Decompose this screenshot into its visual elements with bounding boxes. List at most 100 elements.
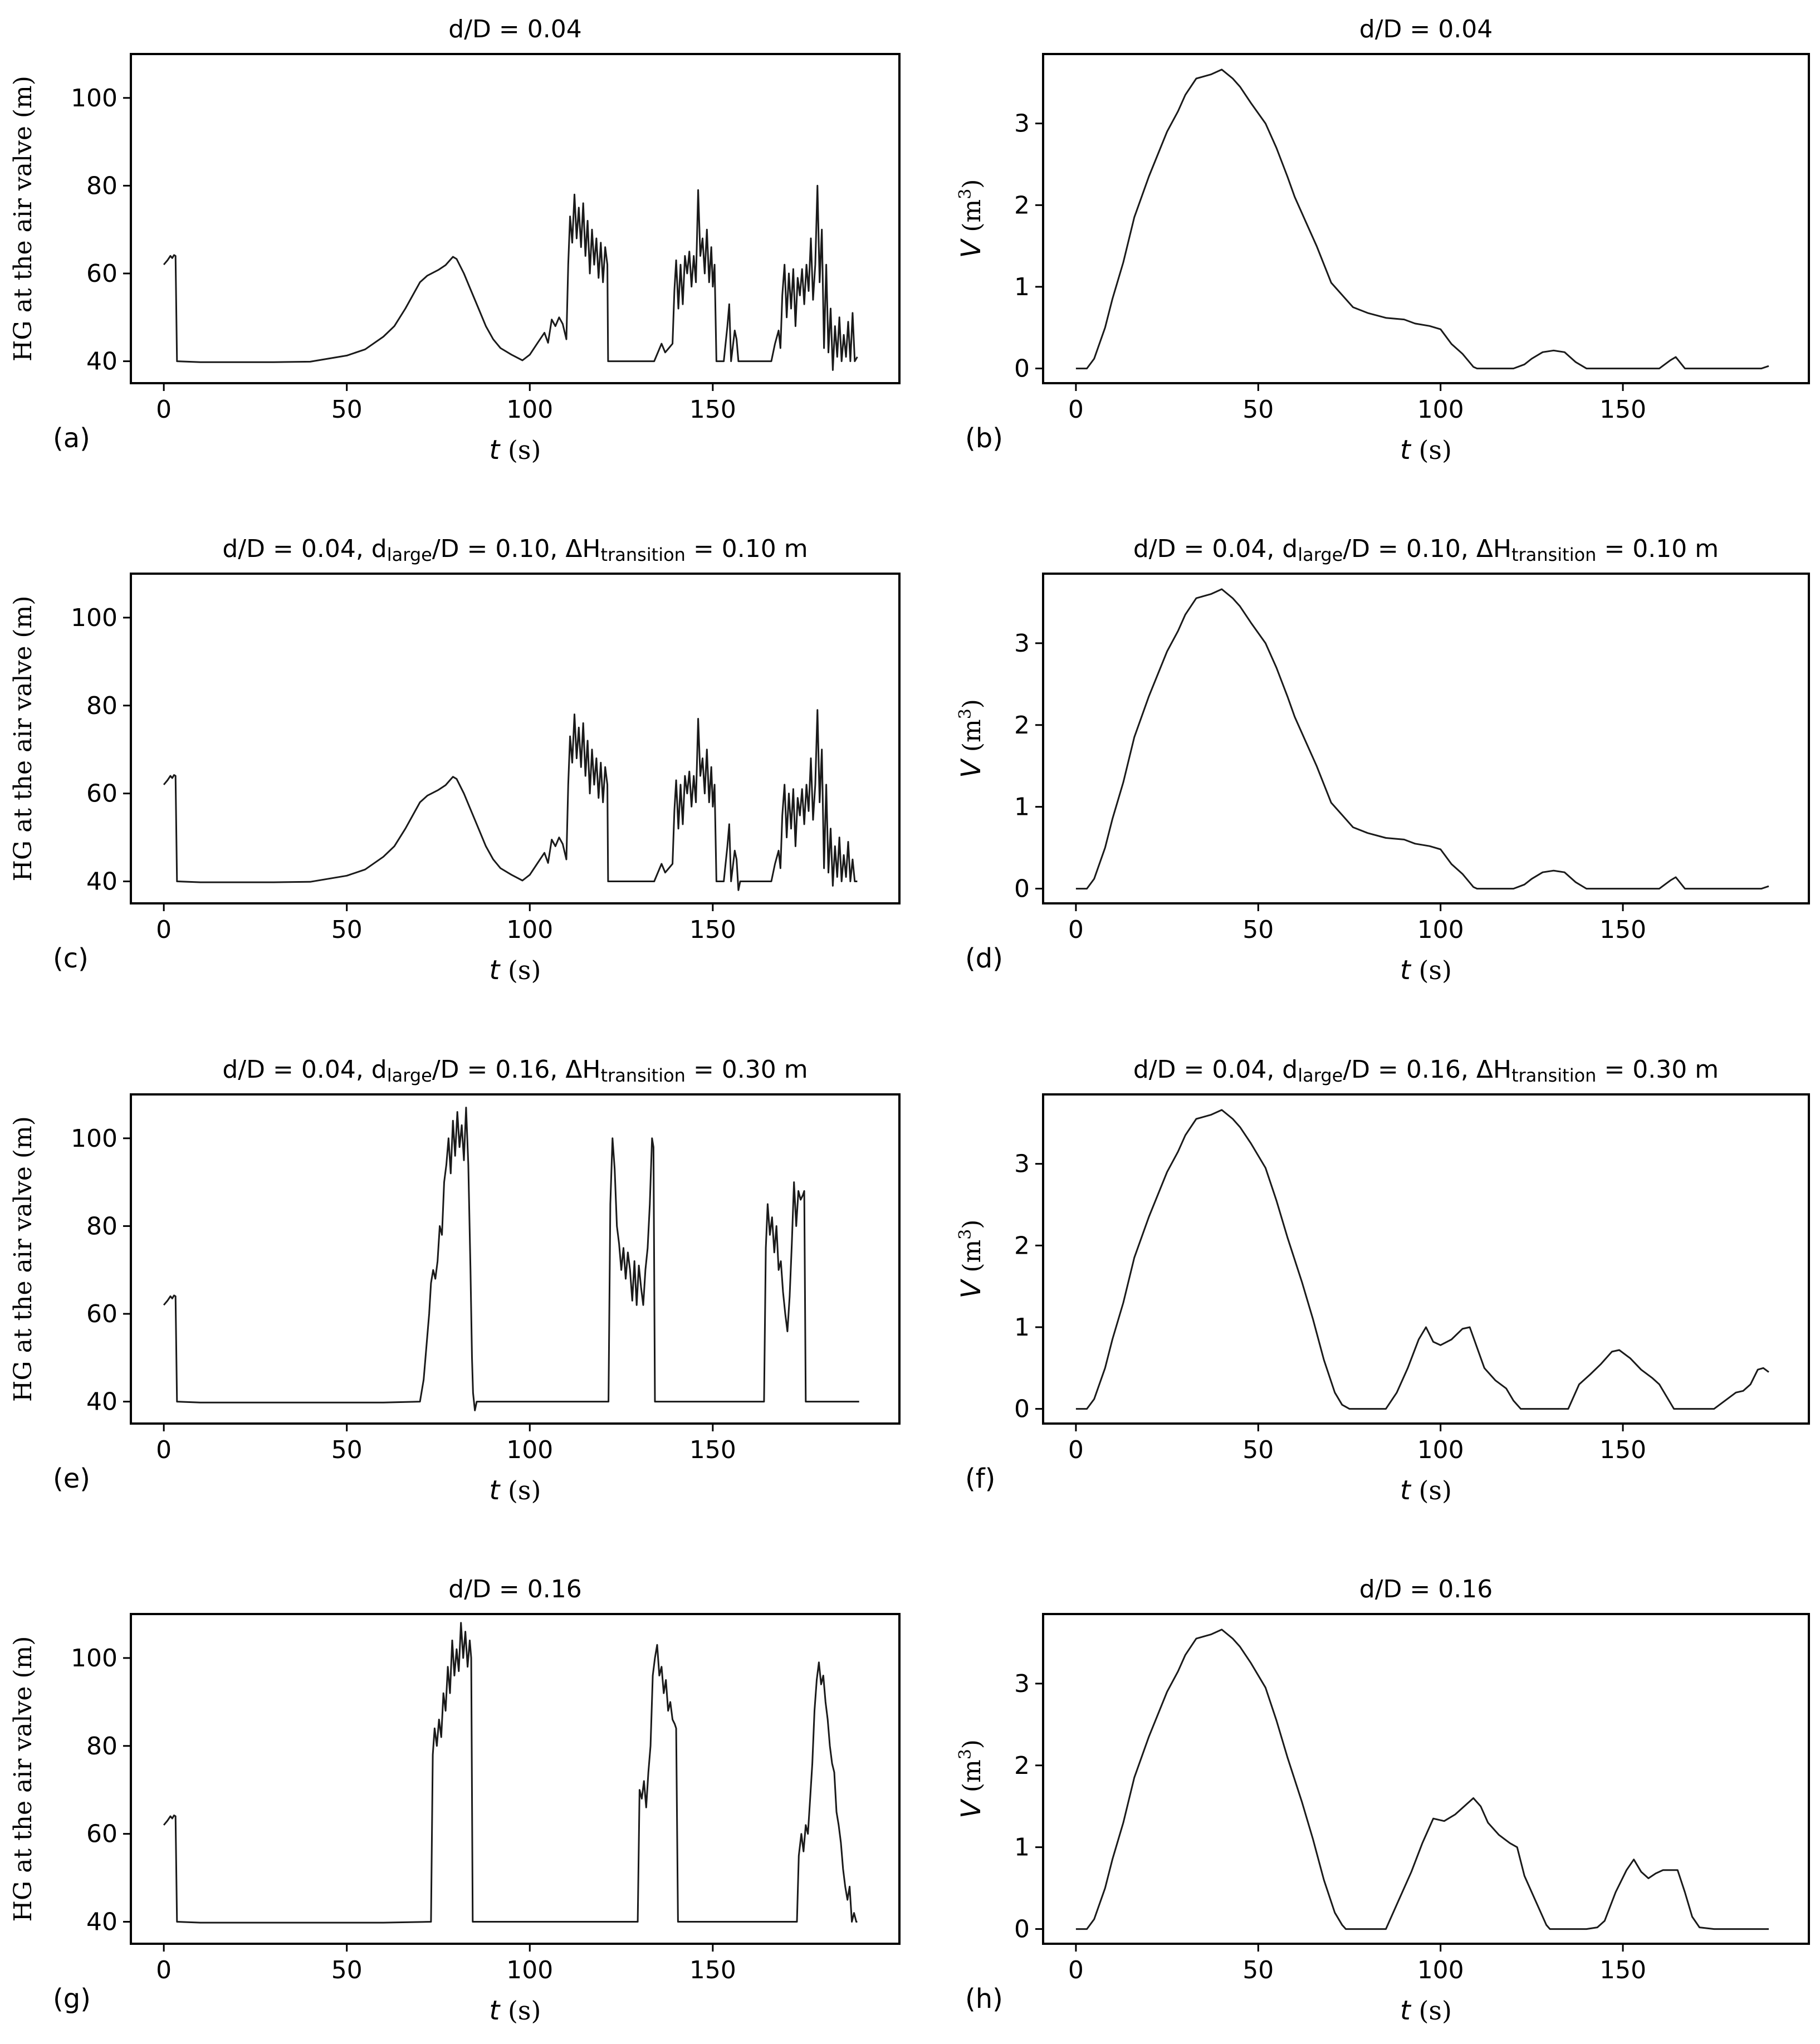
plot-frame xyxy=(130,573,901,904)
x-tick-label: 100 xyxy=(1417,1956,1464,1984)
panel-label: (a) xyxy=(53,423,90,454)
x-tick-label: 0 xyxy=(1068,1956,1084,1984)
y-tick-label: 2 xyxy=(1014,1231,1030,1260)
x-tick-label: 0 xyxy=(156,395,172,424)
chart-title: d/D = 0.04, dlarge/D = 0.10, ΔHtransitio… xyxy=(222,535,808,565)
series-line-hg xyxy=(163,1622,858,1924)
y-tick-label: 3 xyxy=(1014,1670,1030,1698)
panel-d: d/D = 0.04, dlarge/D = 0.10, ΔHtransitio… xyxy=(956,535,1810,986)
series-line-v xyxy=(1075,69,1769,370)
y-tick-label: 100 xyxy=(71,84,118,113)
y-tick-label: 80 xyxy=(86,1212,118,1240)
y-axis-label: HG at the air valve (m) xyxy=(9,1636,37,1922)
x-tick-label: 100 xyxy=(1417,916,1464,944)
panel-f: d/D = 0.04, dlarge/D = 0.16, ΔHtransitio… xyxy=(956,1055,1810,1506)
panel-label: (h) xyxy=(965,1983,1003,2014)
y-tick-label: 40 xyxy=(86,1388,118,1416)
y-tick-label: 60 xyxy=(86,1300,118,1328)
y-tick-label: 2 xyxy=(1014,191,1030,219)
chart-title: d/D = 0.16 xyxy=(1359,1575,1493,1603)
chart-title: d/D = 0.04 xyxy=(448,15,581,43)
x-axis-label: t (s) xyxy=(1400,434,1452,466)
y-tick-label: 1 xyxy=(1014,1313,1030,1342)
y-tick-label: 60 xyxy=(86,1820,118,1849)
x-axis-label: t (s) xyxy=(490,955,541,986)
plot-frame xyxy=(130,53,901,384)
y-tick-label: 3 xyxy=(1014,1150,1030,1179)
panel-h: d/D = 0.16 0 50 100 150 0 1 2 3 t (s) V (m3) (h) xyxy=(956,1575,1810,2026)
x-tick-label: 150 xyxy=(1599,916,1646,944)
series-line-hg xyxy=(163,1107,859,1411)
y-tick-label: 40 xyxy=(86,1908,118,1937)
x-tick-label: 0 xyxy=(1068,395,1084,424)
panel-e: d/D = 0.04, dlarge/D = 0.16, ΔHtransitio… xyxy=(9,1055,901,1506)
y-tick-label: 1 xyxy=(1014,273,1030,301)
y-tick-label: 40 xyxy=(86,348,118,376)
x-axis-label: t (s) xyxy=(1400,955,1452,986)
x-tick-label: 150 xyxy=(1599,1956,1646,1984)
x-tick-label: 100 xyxy=(1417,1436,1464,1464)
x-tick-label: 150 xyxy=(689,395,736,424)
series-line-hg xyxy=(163,709,858,891)
x-axis-label: t (s) xyxy=(1400,1475,1452,1506)
y-axis-label: V (m3) xyxy=(956,179,987,258)
series-line-v xyxy=(1075,1629,1769,1930)
x-tick-label: 100 xyxy=(506,1956,553,1984)
chart-title: d/D = 0.04 xyxy=(1359,15,1493,43)
plot-frame xyxy=(1042,573,1810,904)
y-tick-label: 3 xyxy=(1014,110,1030,138)
x-tick-label: 0 xyxy=(156,1436,172,1464)
y-tick-label: 80 xyxy=(86,692,118,720)
y-axis-label: V (m3) xyxy=(956,1220,987,1299)
series-line-v xyxy=(1075,588,1769,890)
y-tick-label: 80 xyxy=(86,1732,118,1761)
x-tick-label: 50 xyxy=(1242,1956,1274,1984)
y-tick-label: 60 xyxy=(86,260,118,288)
chart-title: d/D = 0.04, dlarge/D = 0.16, ΔHtransitio… xyxy=(1133,1055,1719,1086)
panel-label: (g) xyxy=(53,1983,91,2014)
y-axis-label: HG at the air valve (m) xyxy=(9,1116,37,1402)
y-tick-label: 0 xyxy=(1014,875,1030,903)
x-tick-label: 0 xyxy=(156,1956,172,1984)
panel-b: d/D = 0.04 0 50 100 150 0 1 2 3 t (s) V (m3) (b) xyxy=(956,15,1810,466)
y-tick-label: 100 xyxy=(71,1124,118,1153)
x-tick-label: 100 xyxy=(506,916,553,944)
panel-label: (e) xyxy=(53,1463,90,1494)
y-tick-label: 100 xyxy=(71,604,118,632)
y-tick-label: 2 xyxy=(1014,1752,1030,1780)
x-tick-label: 0 xyxy=(156,916,172,944)
series-line-v xyxy=(1075,1109,1769,1410)
chart-title: d/D = 0.04, dlarge/D = 0.10, ΔHtransitio… xyxy=(1133,535,1719,565)
x-tick-label: 150 xyxy=(689,1956,736,1984)
x-tick-label: 0 xyxy=(1068,1436,1084,1464)
x-tick-label: 150 xyxy=(1599,1436,1646,1464)
y-tick-label: 40 xyxy=(86,868,118,896)
plot-frame xyxy=(1042,1093,1810,1425)
y-tick-label: 1 xyxy=(1014,793,1030,821)
panel-a: d/D = 0.04 0 50 100 150 40 60 80 100 t (s) HG at t… xyxy=(9,15,901,466)
x-tick-label: 100 xyxy=(506,1436,553,1464)
x-tick-label: 100 xyxy=(506,395,553,424)
plot-frame xyxy=(130,1613,901,1945)
y-tick-label: 0 xyxy=(1014,1395,1030,1424)
panel-label: (c) xyxy=(53,943,89,974)
y-tick-label: 80 xyxy=(86,172,118,200)
x-tick-label: 50 xyxy=(331,395,363,424)
x-tick-label: 50 xyxy=(1242,916,1274,944)
x-tick-label: 50 xyxy=(1242,1436,1274,1464)
panel-g: d/D = 0.16 0 50 100 150 40 60 80 100 t (s) HG at t… xyxy=(9,1575,901,2026)
y-tick-label: 1 xyxy=(1014,1833,1030,1862)
panel-label: (d) xyxy=(965,943,1003,974)
plot-frame xyxy=(130,1093,901,1425)
x-tick-label: 50 xyxy=(331,1436,363,1464)
x-axis-label: t (s) xyxy=(1400,1995,1452,2026)
series-line-hg xyxy=(163,184,858,371)
panel-label: (b) xyxy=(965,423,1003,454)
y-tick-label: 2 xyxy=(1014,711,1030,740)
x-tick-label: 50 xyxy=(1242,395,1274,424)
y-axis-label: V (m3) xyxy=(956,1739,987,1818)
chart-title: d/D = 0.16 xyxy=(448,1575,581,1603)
plot-frame xyxy=(1042,53,1810,384)
y-tick-label: 100 xyxy=(71,1644,118,1673)
